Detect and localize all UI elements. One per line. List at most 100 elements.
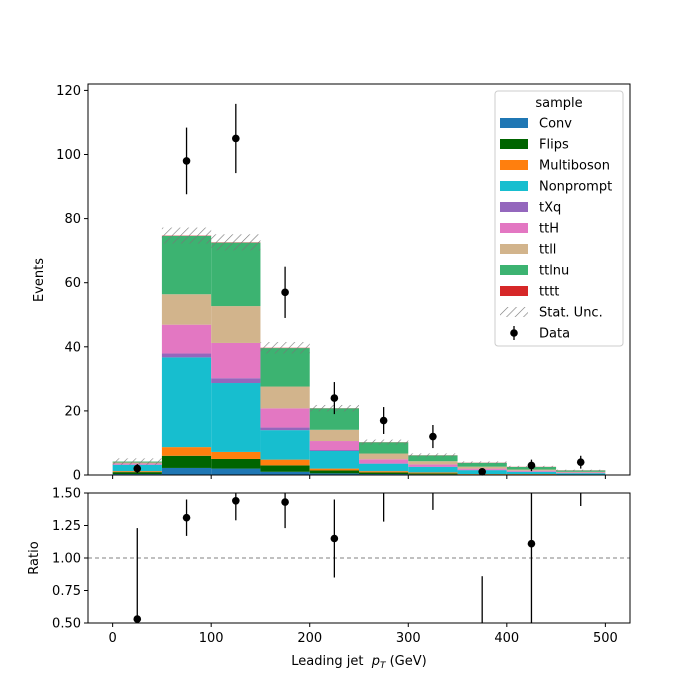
legend-items: Conv Flips Multiboson Nonprompt tXq ttH ttll tt… <box>500 117 612 342</box>
ratio-point-8 <box>527 539 536 548</box>
bar-ttll-5 <box>359 453 409 460</box>
stat-unc-band-1 <box>161 227 212 244</box>
legend-label-7: ttlnu <box>539 264 569 279</box>
bar-ttlnu-6 <box>408 455 458 462</box>
legend-swatch-txq <box>500 202 528 212</box>
bar-ttll-7 <box>457 466 507 469</box>
bar-ttll-3 <box>260 386 310 409</box>
data-point-0 <box>133 464 142 473</box>
main-x-ticks <box>112 475 606 479</box>
legend-label-0: Conv <box>539 117 572 132</box>
data-point-7 <box>478 467 486 476</box>
main-panel: 0 20 40 60 80 100 120 Events sample Conv Flips M… <box>32 83 631 484</box>
legend-label-10: Data <box>539 327 570 342</box>
ratio-ytick-label-3: 1.25 <box>52 519 81 534</box>
data-point-4 <box>330 394 339 402</box>
bar-flips-6 <box>408 473 458 475</box>
legend-label-8: tttt <box>539 285 559 300</box>
stat-unc-band-3 <box>260 341 310 354</box>
ratio-ytick-label-1: 0.75 <box>52 584 81 599</box>
bar-multiboson-1 <box>161 447 212 456</box>
legend: sample Conv Flips Multiboson Nonprompt tXq tt… <box>494 90 624 347</box>
bar-ttll-9 <box>556 471 606 473</box>
legend-label-4: tXq <box>539 201 561 216</box>
bar-flips-1 <box>161 455 212 468</box>
legend-swatch-stat-unc <box>500 307 528 317</box>
bar-nonprompt-4 <box>309 450 359 469</box>
data-point-3 <box>281 288 289 297</box>
main-ytick-label-3: 60 <box>64 276 81 291</box>
bar-nonprompt-9 <box>556 473 606 475</box>
main-ytick-label-0: 0 <box>73 469 81 484</box>
bar-nonprompt-2 <box>211 383 261 452</box>
main-axes-frame <box>87 83 631 476</box>
bar-tth-9 <box>556 472 606 474</box>
bar-flips-4 <box>309 470 359 474</box>
legend-swatch-ttll <box>500 244 528 254</box>
bar-tth-4 <box>309 441 359 451</box>
ratio-xtick-label-5: 500 <box>593 631 618 646</box>
ratio-xtick-label-1: 100 <box>199 631 224 646</box>
ratio-ytick-label-4: 1.50 <box>52 487 81 502</box>
bar-multiboson-6 <box>408 472 458 474</box>
bar-tth-2 <box>211 342 261 379</box>
legend-swatch-tth <box>500 223 528 233</box>
stat-unc-band-2 <box>211 234 261 251</box>
legend-swatch-conv <box>500 118 528 128</box>
bar-conv-3 <box>260 471 310 475</box>
legend-title: sample <box>535 96 582 111</box>
bar-ttll-4 <box>309 429 359 442</box>
bar-ttll-1 <box>161 294 212 325</box>
stat-unc-band-9 <box>556 469 606 471</box>
legend-swatch-multiboson <box>500 160 528 170</box>
bar-conv-1 <box>161 467 212 475</box>
data-points <box>133 103 585 476</box>
ratio-points <box>133 493 582 623</box>
legend-frame <box>494 90 624 347</box>
bar-conv-2 <box>211 468 261 475</box>
ratio-xtick-label-3: 300 <box>396 631 421 646</box>
main-y-axis-label: Events <box>32 258 47 302</box>
legend-label-2: Multiboson <box>539 159 610 174</box>
main-ytick-label-6: 120 <box>56 84 81 99</box>
ratio-ytick-label-2: 1.00 <box>52 552 81 567</box>
bar-multiboson-5 <box>359 471 409 473</box>
bar-tth-1 <box>161 324 212 354</box>
ratio-point-1 <box>182 513 191 522</box>
ratio-xtick-label-4: 400 <box>494 631 519 646</box>
legend-label-9: Stat. Unc. <box>539 306 603 321</box>
legend-swatch-ttlnu <box>500 265 528 275</box>
bar-nonprompt-1 <box>161 357 212 448</box>
bar-ttlnu-7 <box>457 462 507 467</box>
bar-tth-5 <box>359 459 409 464</box>
bar-tth-3 <box>260 408 310 428</box>
ratio-y-ticks: 0.50 0.75 1.00 1.25 1.50 <box>52 487 88 632</box>
data-point-8 <box>527 461 536 470</box>
bar-flips-3 <box>260 465 310 472</box>
ratio-point-3 <box>281 498 289 506</box>
bar-tth-8 <box>506 470 557 472</box>
bar-nonprompt-8 <box>506 471 557 475</box>
main-ytick-label-2: 40 <box>64 340 81 355</box>
legend-label-5: ttH <box>539 222 559 237</box>
data-point-2 <box>232 134 240 143</box>
legend-label-6: ttll <box>539 243 556 258</box>
data-point-9 <box>576 458 585 466</box>
stat-unc-band-7 <box>457 461 507 464</box>
bar-txq-1 <box>161 353 212 358</box>
legend-swatch-nonprompt <box>500 181 528 191</box>
bar-txq-2 <box>211 378 261 384</box>
bar-ttlnu-5 <box>359 442 409 454</box>
ratio-ytick-label-0: 0.50 <box>52 617 81 632</box>
bar-flips-2 <box>211 458 261 469</box>
stat-unc-band-5 <box>359 439 409 445</box>
ratio-xtick-label-0: 0 <box>108 631 116 646</box>
bar-flips-5 <box>359 472 409 475</box>
legend-swatch-tttt <box>500 286 528 296</box>
data-point-5 <box>379 416 388 425</box>
legend-data-marker <box>510 329 518 337</box>
bar-ttlnu-9 <box>556 470 606 472</box>
stat-unc-band-6 <box>408 453 458 458</box>
bar-txq-4 <box>309 450 359 451</box>
ratio-point-4 <box>330 534 339 543</box>
